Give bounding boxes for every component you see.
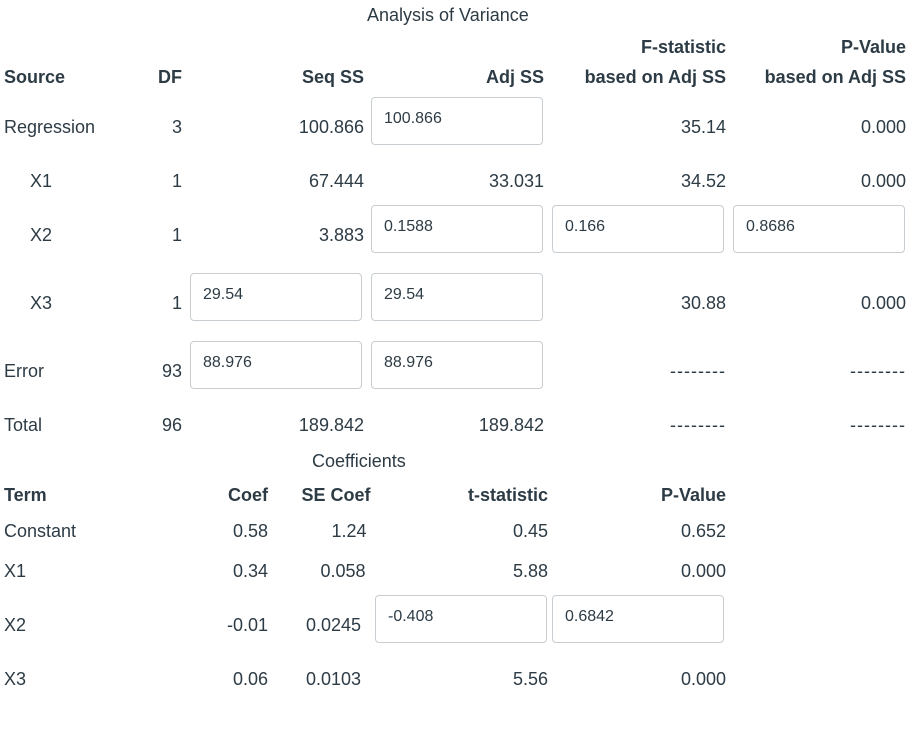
row-x3-f: 30.88 — [680, 293, 726, 313]
row-x1-p: 0.000 — [860, 171, 906, 191]
x3-seq-ss-input[interactable]: 29.54 — [190, 273, 362, 321]
row-total-seq-ss: 189.842 — [298, 415, 364, 435]
row-x1-adj-ss: 33.031 — [488, 171, 544, 191]
coef-x1-p: 0.000 — [680, 561, 726, 581]
error-adj-ss-input[interactable]: 88.976 — [371, 341, 543, 389]
row-error-p: -------- — [850, 361, 906, 381]
coef-x2-term: X2 — [4, 615, 27, 635]
coef-x2-coef: -0.01 — [226, 615, 268, 635]
row-x2-seq-ss: 3.883 — [318, 225, 364, 245]
error-seq-ss-input[interactable]: 88.976 — [190, 341, 362, 389]
header-seq-ss: Seq SS — [301, 67, 364, 87]
row-x2-df: 1 — [171, 225, 182, 245]
row-total-adj-ss: 189.842 — [478, 415, 544, 435]
row-error-source: Error — [4, 361, 44, 381]
header-se-coef: SE Coef — [301, 485, 371, 505]
coef-constant-coef: 0.58 — [232, 521, 268, 541]
header-adj-ss: Adj SS — [485, 67, 544, 87]
header-source: Source — [4, 67, 66, 87]
row-x1-df: 1 — [171, 171, 182, 191]
header-term: Term — [4, 485, 47, 505]
row-regression-seq-ss: 100.866 — [298, 117, 364, 137]
header-coef-p-value: P-Value — [660, 485, 726, 505]
coef-x3-p: 0.000 — [680, 669, 726, 689]
coef-constant-se: 1.24 — [331, 521, 367, 541]
row-regression-source: Regression — [4, 117, 96, 137]
row-total-df: 96 — [161, 415, 182, 435]
coef-x1-t: 5.88 — [512, 561, 548, 581]
row-x3-df: 1 — [171, 293, 182, 313]
coef-x1-term: X1 — [4, 561, 27, 581]
row-total-source: Total — [4, 415, 43, 435]
row-error-df: 93 — [161, 361, 182, 381]
row-x1-seq-ss: 67.444 — [308, 171, 364, 191]
x2-t-statistic-input[interactable]: -0.408 — [375, 595, 547, 643]
coef-x3-coef: 0.06 — [232, 669, 268, 689]
row-error-f: -------- — [670, 361, 726, 381]
row-regression-p: 0.000 — [860, 117, 906, 137]
row-x1-source: X1 — [30, 171, 53, 191]
x3-adj-ss-input[interactable]: 29.54 — [371, 273, 543, 321]
coef-constant-term: Constant — [4, 521, 77, 541]
coefficients-title: Coefficients — [312, 451, 406, 471]
row-regression-df: 3 — [171, 117, 182, 137]
x2-coef-p-value-input[interactable]: 0.6842 — [552, 595, 724, 643]
header-p-value: P-Value — [840, 37, 906, 57]
coef-x3-t: 5.56 — [512, 669, 548, 689]
coef-constant-p: 0.652 — [680, 521, 726, 541]
coef-x1-coef: 0.34 — [232, 561, 268, 581]
row-x3-p: 0.000 — [860, 293, 906, 313]
header-p-value-sub: based on Adj SS — [764, 67, 906, 87]
coef-x3-term: X3 — [4, 669, 27, 689]
anova-title: Analysis of Variance — [367, 5, 529, 25]
header-df: DF — [158, 67, 182, 87]
coef-constant-t: 0.45 — [512, 521, 548, 541]
regression-adj-ss-input[interactable]: 100.866 — [371, 97, 543, 145]
row-regression-f: 35.14 — [680, 117, 726, 137]
row-total-p: -------- — [850, 415, 906, 435]
x2-p-value-input[interactable]: 0.8686 — [733, 205, 905, 253]
row-x2-source: X2 — [30, 225, 53, 245]
x2-adj-ss-input[interactable]: 0.1588 — [371, 205, 543, 253]
header-coef: Coef — [228, 485, 268, 505]
coef-x1-se: 0.058 — [320, 561, 366, 581]
coef-x2-se: 0.0245 — [306, 615, 362, 635]
header-t-statistic: t-statistic — [467, 485, 548, 505]
row-total-f: -------- — [670, 415, 726, 435]
header-f-statistic-sub: based on Adj SS — [584, 67, 726, 87]
header-f-statistic: F-statistic — [640, 37, 726, 57]
coef-x3-se: 0.0103 — [306, 669, 362, 689]
x2-f-statistic-input[interactable]: 0.166 — [552, 205, 724, 253]
row-x1-f: 34.52 — [680, 171, 726, 191]
row-x3-source: X3 — [30, 293, 53, 313]
